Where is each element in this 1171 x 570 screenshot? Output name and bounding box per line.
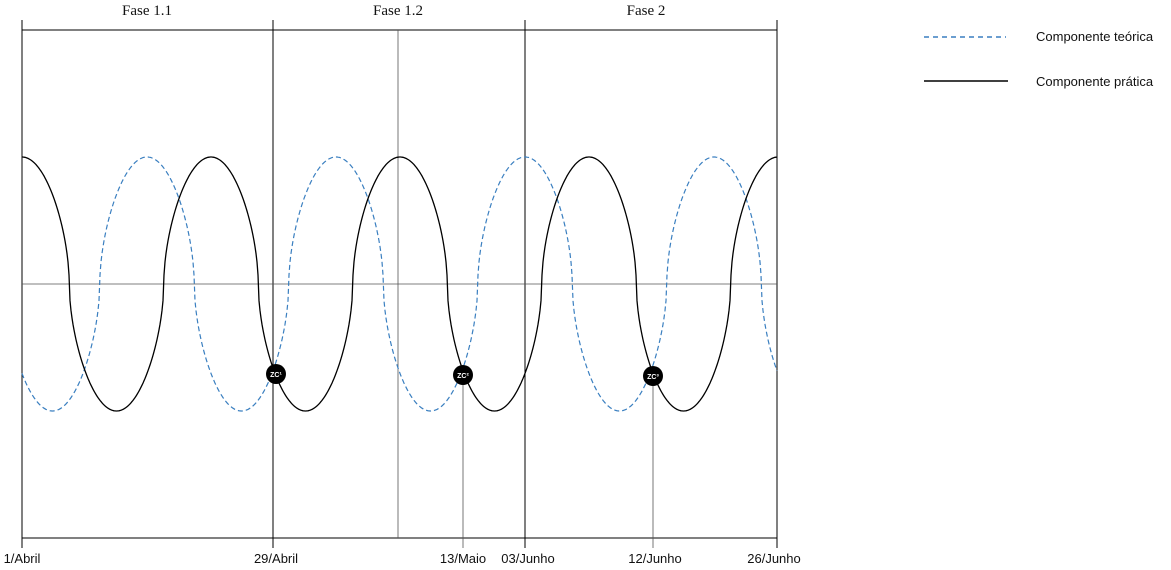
zc-marker-1: ZC¹	[266, 364, 286, 384]
zc-marker-3: ZC³	[643, 366, 663, 386]
x-tick-label: 26/Junho	[747, 551, 801, 566]
phase-labels: Fase 1.1 Fase 1.2 Fase 2	[122, 3, 665, 19]
chart-frame	[21, 20, 778, 548]
zc-marker-label: ZC¹	[270, 372, 282, 379]
zc-marker-dot	[453, 365, 473, 385]
zc-marker-dot	[643, 366, 663, 386]
x-tick-label: 03/Junho	[501, 551, 555, 566]
x-tick-label: 1/Abril	[4, 551, 41, 566]
x-tick-label: 29/Abril	[254, 551, 298, 566]
legend-label-componente-pratica: Componente prática	[1036, 74, 1154, 89]
zc-marker-label: ZC³	[647, 374, 659, 381]
zc-marker-label: ZC²	[457, 373, 469, 380]
phase-label-1: Fase 1.1	[122, 3, 172, 19]
legend-label-componente-teorica: Componente teórica	[1036, 29, 1154, 44]
x-tick-label: 12/Junho	[628, 551, 682, 566]
x-tick-labels: 1/Abril 29/Abril 13/Maio 03/Junho 12/Jun…	[4, 551, 801, 566]
x-tick-label: 13/Maio	[440, 551, 486, 566]
phase-label-3: Fase 2	[627, 3, 666, 19]
zc-marker-2: ZC²	[453, 365, 473, 385]
phase-label-2: Fase 1.2	[373, 3, 423, 19]
zc-marker-dot	[266, 364, 286, 384]
legend: Componente teórica Componente prática	[924, 29, 1154, 89]
